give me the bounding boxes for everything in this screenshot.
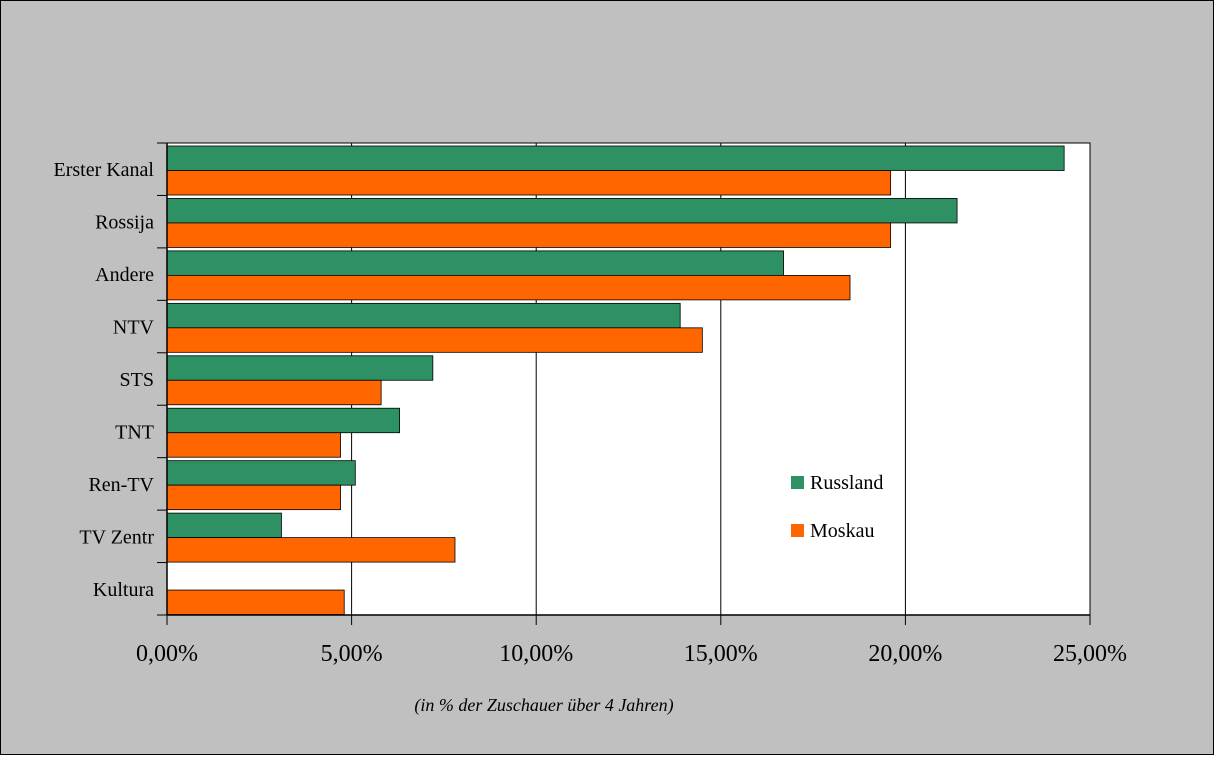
legend: Russland Moskau: [791, 472, 883, 542]
bar-moskau-0: [166, 170, 892, 196]
legend-label-moskau: Moskau: [810, 520, 874, 542]
category-label-1: Rossija: [95, 212, 154, 234]
x-tick-label-4: 20,00%: [868, 641, 942, 667]
x-tick-label-5: 25,00%: [1053, 641, 1127, 667]
bar-moskau-2: [166, 274, 851, 301]
category-label-4: STS: [120, 369, 154, 391]
category-label-0: Erster Kanal: [53, 159, 154, 181]
bar-russland-3: [166, 302, 681, 329]
x-tick-label-2: 10,00%: [499, 641, 573, 667]
bars: [166, 145, 1065, 615]
bar-moskau-7: [166, 537, 456, 563]
legend-swatch-moskau: [791, 524, 804, 537]
category-label-8: Kultura: [93, 579, 154, 601]
bar-russland-4: [166, 355, 434, 381]
x-tick-label-1: 5,00%: [321, 641, 383, 667]
legend-label-russland: Russland: [810, 472, 883, 494]
bar-moskau-8: [166, 589, 345, 615]
bar-moskau-6: [166, 484, 341, 511]
x-tick-label-0: 0,00%: [136, 641, 198, 667]
category-labels: Erster Kanal Rossija Andere NTV STS TNT Ren-TV…: [53, 159, 154, 601]
x-tick-label-3: 15,00%: [684, 641, 758, 667]
bar-russland-5: [166, 407, 400, 434]
category-label-5: TNT: [115, 421, 154, 443]
bar-moskau-5: [166, 432, 341, 458]
bar-russland-1: [166, 198, 958, 224]
bar-moskau-1: [166, 222, 892, 248]
category-label-7: TV Zentr: [79, 526, 154, 548]
tick-labels: 0,00% 5,00% 10,00% 15,00% 20,00% 25,00%: [136, 641, 1127, 667]
bar-moskau-3: [166, 327, 703, 353]
legend-swatch-russland: [791, 476, 804, 489]
bar-moskau-4: [166, 379, 382, 406]
category-label-6: Ren-TV: [88, 474, 154, 496]
x-axis-title: (in % der Zuschauer über 4 Jahren): [414, 695, 673, 716]
category-label-2: Andere: [95, 264, 154, 286]
bar-russland-7: [166, 512, 282, 539]
bar-russland-2: [166, 250, 784, 276]
category-label-3: NTV: [113, 317, 155, 339]
bar-russland-0: [166, 145, 1065, 171]
axes: [157, 142, 1091, 625]
bar-russland-6: [166, 460, 356, 486]
